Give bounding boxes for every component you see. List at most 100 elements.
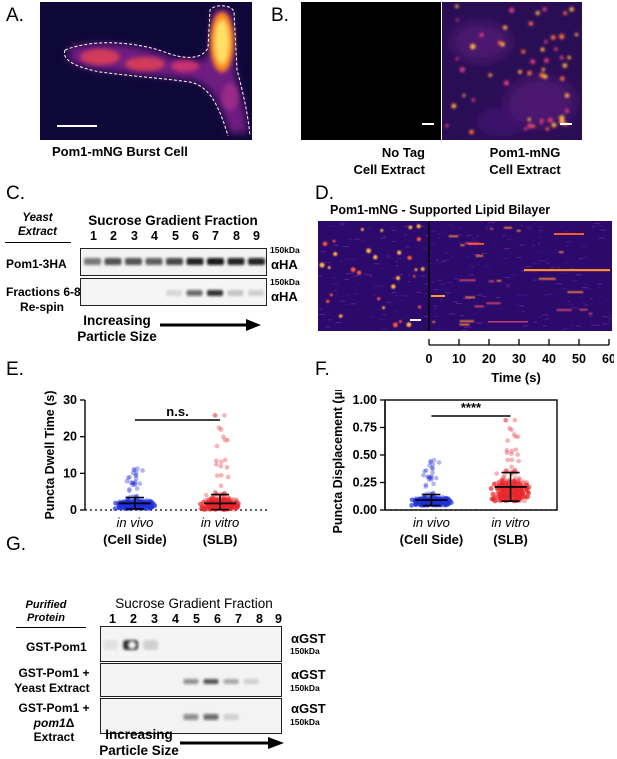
fraction-label: 6 bbox=[214, 612, 221, 626]
data-point bbox=[423, 484, 429, 489]
kymo-noise bbox=[383, 235, 387, 237]
kymo-noise bbox=[339, 261, 343, 263]
puncta-dot bbox=[327, 266, 331, 270]
kymo-noise bbox=[392, 240, 396, 242]
kymo-noise bbox=[569, 267, 576, 269]
kymo-noise bbox=[520, 224, 524, 226]
kymo-noise bbox=[608, 315, 612, 317]
kymo-noise bbox=[567, 301, 570, 303]
data-point bbox=[505, 438, 510, 443]
kymo-noise bbox=[580, 246, 587, 248]
data-point bbox=[211, 496, 217, 501]
kymo-noise bbox=[456, 234, 464, 236]
data-point bbox=[421, 472, 426, 478]
kymo-noise bbox=[520, 270, 527, 272]
data-point bbox=[433, 475, 439, 481]
kymo-track bbox=[468, 243, 484, 245]
kymo-noise bbox=[399, 299, 404, 301]
panel-g-row2-label-2: Yeast Extract bbox=[14, 681, 90, 695]
kymo-noise bbox=[351, 258, 356, 260]
kymo-noise bbox=[511, 274, 518, 276]
kymo-noise bbox=[495, 297, 500, 299]
panel-f-letter: F. bbox=[315, 359, 330, 380]
data-point bbox=[409, 497, 415, 503]
kymo-noise bbox=[386, 256, 392, 258]
data-point bbox=[212, 490, 218, 495]
blot-band bbox=[248, 290, 264, 296]
puncta-dot bbox=[326, 299, 330, 303]
kymo-noise bbox=[582, 302, 586, 304]
puncta-dot bbox=[545, 127, 549, 131]
blot-band bbox=[166, 258, 183, 265]
puncta-dot bbox=[535, 10, 540, 16]
kymo-noise bbox=[518, 305, 525, 307]
panel-b-micrographs bbox=[301, 2, 582, 140]
marker-label: 150kDa bbox=[270, 277, 300, 287]
data-point bbox=[113, 500, 119, 506]
kymo-noise bbox=[506, 238, 512, 240]
puncta-dot bbox=[451, 103, 457, 109]
kymo-noise bbox=[538, 260, 545, 262]
kymo-noise bbox=[470, 237, 475, 239]
kymo-noise bbox=[434, 308, 437, 310]
fraction-label: 8 bbox=[256, 612, 263, 626]
category-label: (SLB) bbox=[493, 532, 528, 547]
puncta-dot bbox=[396, 276, 401, 281]
kymo-noise bbox=[371, 253, 377, 255]
kymo-noise bbox=[389, 227, 394, 229]
kymo-noise bbox=[521, 311, 525, 313]
kymo-track bbox=[538, 278, 556, 280]
panel-b-letter: B. bbox=[271, 5, 289, 26]
data-point bbox=[488, 486, 494, 491]
kymo-noise bbox=[550, 251, 557, 253]
kymo-noise bbox=[457, 242, 463, 244]
panel-d-letter: D. bbox=[315, 183, 334, 204]
kymo-noise bbox=[466, 234, 473, 236]
puncta-dot bbox=[470, 43, 476, 50]
kymo-noise bbox=[356, 274, 362, 276]
data-point bbox=[522, 498, 527, 504]
data-point bbox=[496, 479, 502, 485]
kymo-noise bbox=[569, 325, 574, 327]
panel-e-letter: E. bbox=[6, 359, 24, 380]
kymo-noise bbox=[371, 233, 375, 235]
data-point bbox=[505, 479, 511, 484]
tick-label: 1.00 bbox=[353, 393, 377, 407]
kymo-noise bbox=[449, 227, 455, 229]
panel-a-letter: A. bbox=[6, 5, 24, 26]
puncta-dot bbox=[350, 267, 356, 273]
panel-g-row3-label-1: GST-Pom1 + bbox=[18, 701, 90, 715]
kymo-noise bbox=[380, 237, 386, 239]
panel-g-row3-label-2: pom1Δ Extract bbox=[12, 716, 96, 744]
kymo-noise bbox=[519, 244, 525, 246]
puncta-dot bbox=[497, 40, 502, 45]
data-point bbox=[525, 489, 531, 495]
data-point bbox=[509, 448, 515, 454]
panel-b-right-caption-1: Pom1-mNG bbox=[489, 145, 561, 160]
data-point bbox=[422, 468, 427, 474]
kymo-noise bbox=[463, 309, 467, 311]
data-point bbox=[512, 479, 518, 484]
kymo-noise bbox=[469, 265, 474, 267]
kymo-noise bbox=[526, 226, 531, 228]
kymo-noise bbox=[544, 318, 549, 320]
data-point bbox=[499, 478, 505, 484]
tick-label: 0 bbox=[426, 352, 433, 366]
puncta-dot bbox=[332, 239, 336, 243]
fraction-label: 1 bbox=[90, 229, 97, 243]
kymo-noise bbox=[561, 272, 568, 274]
kymo-noise bbox=[320, 251, 326, 253]
data-point bbox=[130, 480, 135, 486]
kymo-noise bbox=[352, 275, 355, 277]
kymo-noise bbox=[586, 288, 592, 290]
data-point bbox=[218, 472, 224, 478]
data-point bbox=[512, 467, 518, 473]
puncta-dot bbox=[559, 55, 564, 60]
data-point bbox=[218, 483, 224, 489]
data-point bbox=[423, 468, 429, 473]
tick-label: 0.50 bbox=[353, 448, 377, 462]
data-point bbox=[512, 479, 518, 484]
tick-label: 40 bbox=[542, 352, 556, 366]
data-point bbox=[504, 450, 510, 456]
panel-c-arrow-label-1: Increasing bbox=[83, 313, 151, 328]
